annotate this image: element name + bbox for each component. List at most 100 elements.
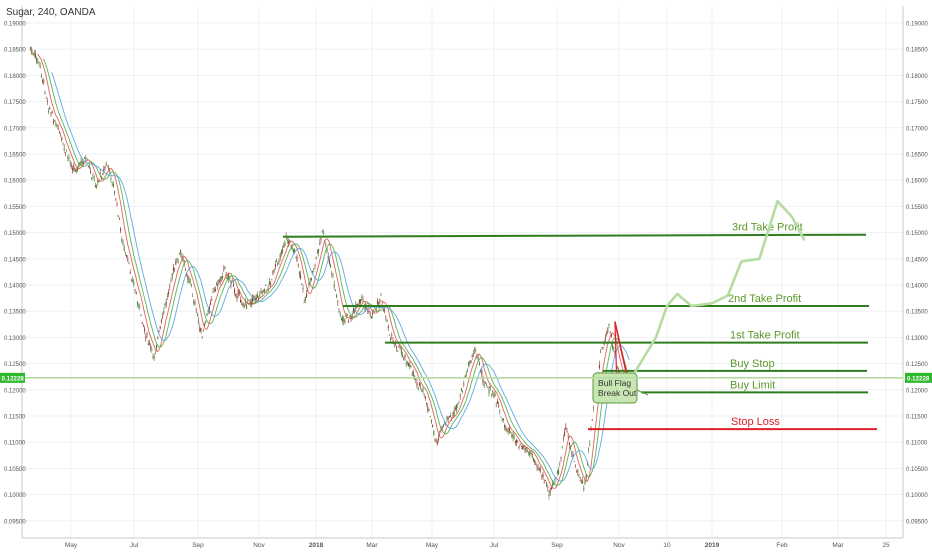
candle-body bbox=[576, 469, 578, 472]
ma-mid-line bbox=[43, 58, 629, 487]
candle-body bbox=[182, 257, 184, 262]
candle-body bbox=[368, 310, 370, 312]
candle-body bbox=[524, 448, 526, 451]
y-tick-label-right: 0.12500 bbox=[906, 362, 928, 368]
candle-body bbox=[60, 135, 62, 137]
candle-body bbox=[562, 438, 564, 440]
candle-body bbox=[169, 285, 171, 287]
candle-body bbox=[378, 302, 380, 305]
candle-body bbox=[582, 480, 584, 484]
candle-body bbox=[411, 374, 413, 376]
candle-body bbox=[492, 390, 494, 392]
candle-body bbox=[303, 301, 305, 303]
candle-body bbox=[535, 463, 537, 465]
candle-body bbox=[550, 487, 552, 490]
projection-path bbox=[632, 199, 806, 376]
candle-body bbox=[512, 434, 514, 439]
candle-body bbox=[188, 279, 190, 283]
candle-body bbox=[51, 111, 53, 113]
candle-body bbox=[336, 294, 338, 298]
candle-body bbox=[160, 319, 162, 323]
chart-title: Sugar, 240, OANDA bbox=[6, 7, 96, 18]
candle-body bbox=[382, 308, 384, 311]
candle-body bbox=[250, 301, 252, 304]
candle-body bbox=[207, 309, 209, 313]
candle-body bbox=[252, 297, 254, 302]
candle-body bbox=[164, 303, 166, 306]
candle-body bbox=[246, 305, 248, 309]
candle-body bbox=[486, 384, 488, 387]
candle-body bbox=[522, 446, 524, 449]
candle-body bbox=[177, 261, 179, 263]
candle-body bbox=[315, 257, 317, 259]
candle-body bbox=[396, 346, 398, 349]
candle-body bbox=[219, 278, 221, 282]
candle-body bbox=[406, 362, 408, 363]
candle-body bbox=[577, 470, 579, 473]
candle-body bbox=[295, 256, 297, 258]
price-levels[interactable]: 3rd Take Profit 2nd Take Profit 1st Take P… bbox=[282, 222, 877, 431]
candle-body bbox=[165, 301, 167, 305]
y-tick-label-left: 0.15000 bbox=[4, 231, 26, 237]
candle-body bbox=[106, 165, 108, 167]
candle-body bbox=[291, 247, 293, 250]
candle-body bbox=[270, 283, 272, 286]
level-line[interactable] bbox=[282, 233, 867, 238]
candle-body bbox=[68, 157, 70, 160]
candle-body bbox=[300, 274, 302, 279]
ma-slow-line bbox=[51, 72, 630, 482]
candle-body bbox=[331, 273, 333, 275]
candle-body bbox=[334, 289, 336, 291]
y-tick-label-left: 0.13000 bbox=[4, 336, 26, 342]
x-tick-label: 2019 bbox=[705, 542, 720, 549]
candle-body bbox=[476, 356, 478, 358]
price-tags: 0.12228 0.12228 bbox=[0, 372, 932, 383]
candle-body bbox=[148, 342, 150, 345]
candle-body bbox=[200, 328, 202, 332]
candle-body bbox=[409, 364, 411, 367]
candle-body bbox=[607, 328, 609, 332]
candle-body bbox=[370, 315, 372, 319]
candle-body bbox=[511, 434, 513, 437]
candle-body bbox=[614, 351, 616, 354]
candle-body bbox=[262, 290, 264, 292]
candle-body bbox=[514, 441, 516, 444]
candle-body bbox=[234, 288, 236, 293]
candle-body bbox=[528, 452, 530, 454]
candle-body bbox=[267, 287, 269, 289]
candle-body bbox=[530, 453, 532, 454]
candle-body bbox=[464, 375, 466, 378]
y-tick-label-right: 0.16000 bbox=[906, 179, 928, 185]
candles bbox=[30, 46, 628, 500]
x-tick-label: Mar bbox=[832, 542, 844, 549]
candle-body bbox=[459, 395, 461, 397]
candle-body bbox=[333, 284, 335, 288]
candle-body bbox=[283, 245, 285, 248]
candle-body bbox=[99, 173, 101, 175]
candle-body bbox=[544, 479, 546, 481]
candle-body bbox=[129, 272, 131, 274]
candle-body bbox=[222, 275, 224, 278]
candle-body bbox=[54, 120, 56, 122]
candle-body bbox=[433, 430, 435, 435]
candle-body bbox=[180, 250, 182, 254]
candle-body bbox=[498, 405, 500, 407]
candle-body bbox=[423, 394, 425, 396]
candle-body bbox=[213, 288, 215, 290]
candle-body bbox=[43, 80, 45, 83]
candle-body bbox=[400, 349, 402, 355]
candle-body bbox=[114, 191, 116, 194]
candle-body bbox=[31, 49, 33, 54]
candle-body bbox=[297, 264, 299, 266]
candle-body bbox=[61, 137, 63, 141]
callout-text-line: Break Out bbox=[598, 388, 637, 398]
candle-body bbox=[391, 334, 393, 336]
candle-body bbox=[260, 290, 262, 292]
level-label: Stop Loss bbox=[731, 416, 780, 428]
candle-body bbox=[241, 303, 243, 305]
candle-body bbox=[337, 301, 339, 303]
candle-body bbox=[462, 391, 464, 393]
candle-body bbox=[348, 321, 350, 323]
